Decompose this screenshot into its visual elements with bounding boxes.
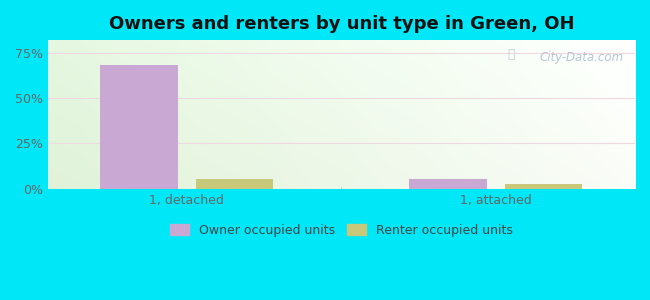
Bar	[505, 184, 582, 189]
Text: ⓘ: ⓘ	[507, 47, 515, 61]
Bar	[410, 179, 487, 189]
Title: Owners and renters by unit type in Green, OH: Owners and renters by unit type in Green…	[109, 15, 574, 33]
Legend: Owner occupied units, Renter occupied units: Owner occupied units, Renter occupied un…	[165, 219, 518, 242]
Text: City-Data.com: City-Data.com	[539, 50, 623, 64]
Bar	[100, 65, 177, 189]
Bar	[196, 179, 274, 189]
